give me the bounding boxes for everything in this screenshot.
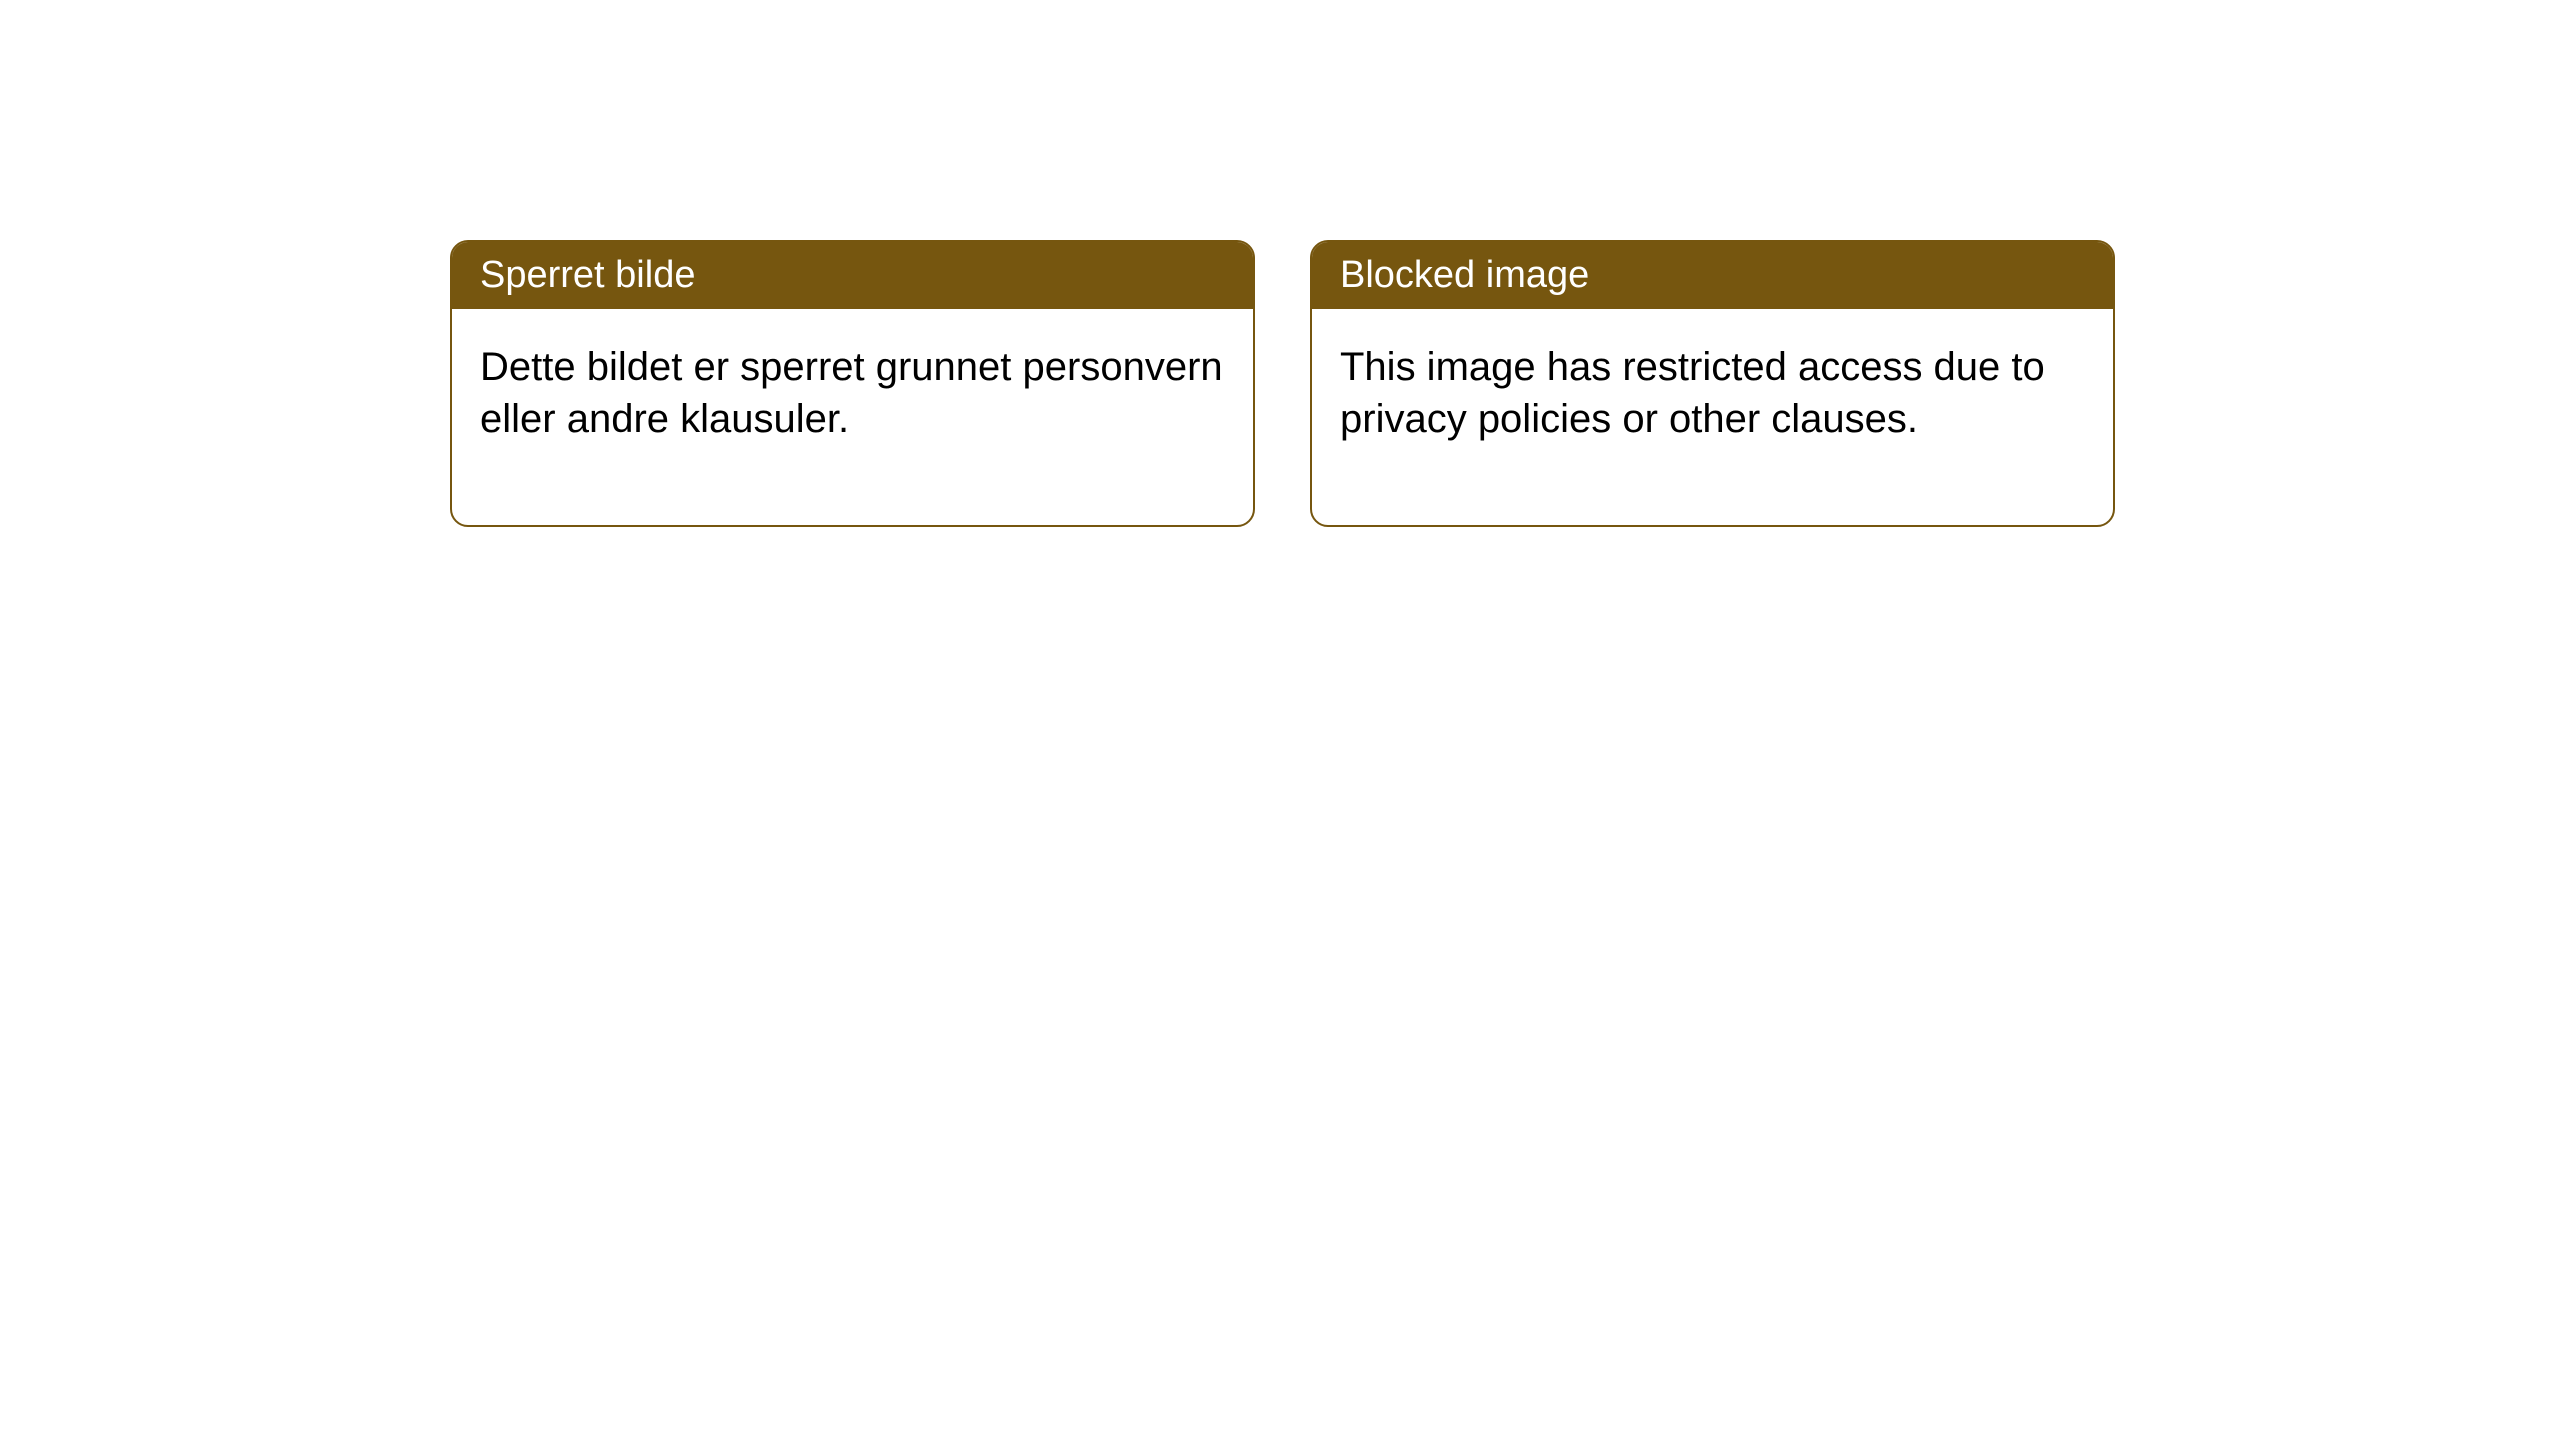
notice-text-norwegian: Dette bildet er sperret grunnet personve… [480, 345, 1223, 441]
notice-header-english: Blocked image [1312, 242, 2113, 309]
notice-card-norwegian: Sperret bilde Dette bildet er sperret gr… [450, 240, 1255, 527]
notice-header-norwegian: Sperret bilde [452, 242, 1253, 309]
notice-body-english: This image has restricted access due to … [1312, 309, 2113, 525]
notice-title-english: Blocked image [1340, 254, 1589, 296]
notice-card-english: Blocked image This image has restricted … [1310, 240, 2115, 527]
notice-container: Sperret bilde Dette bildet er sperret gr… [450, 240, 2115, 527]
notice-body-norwegian: Dette bildet er sperret grunnet personve… [452, 309, 1253, 525]
notice-title-norwegian: Sperret bilde [480, 254, 695, 296]
notice-text-english: This image has restricted access due to … [1340, 345, 2045, 441]
